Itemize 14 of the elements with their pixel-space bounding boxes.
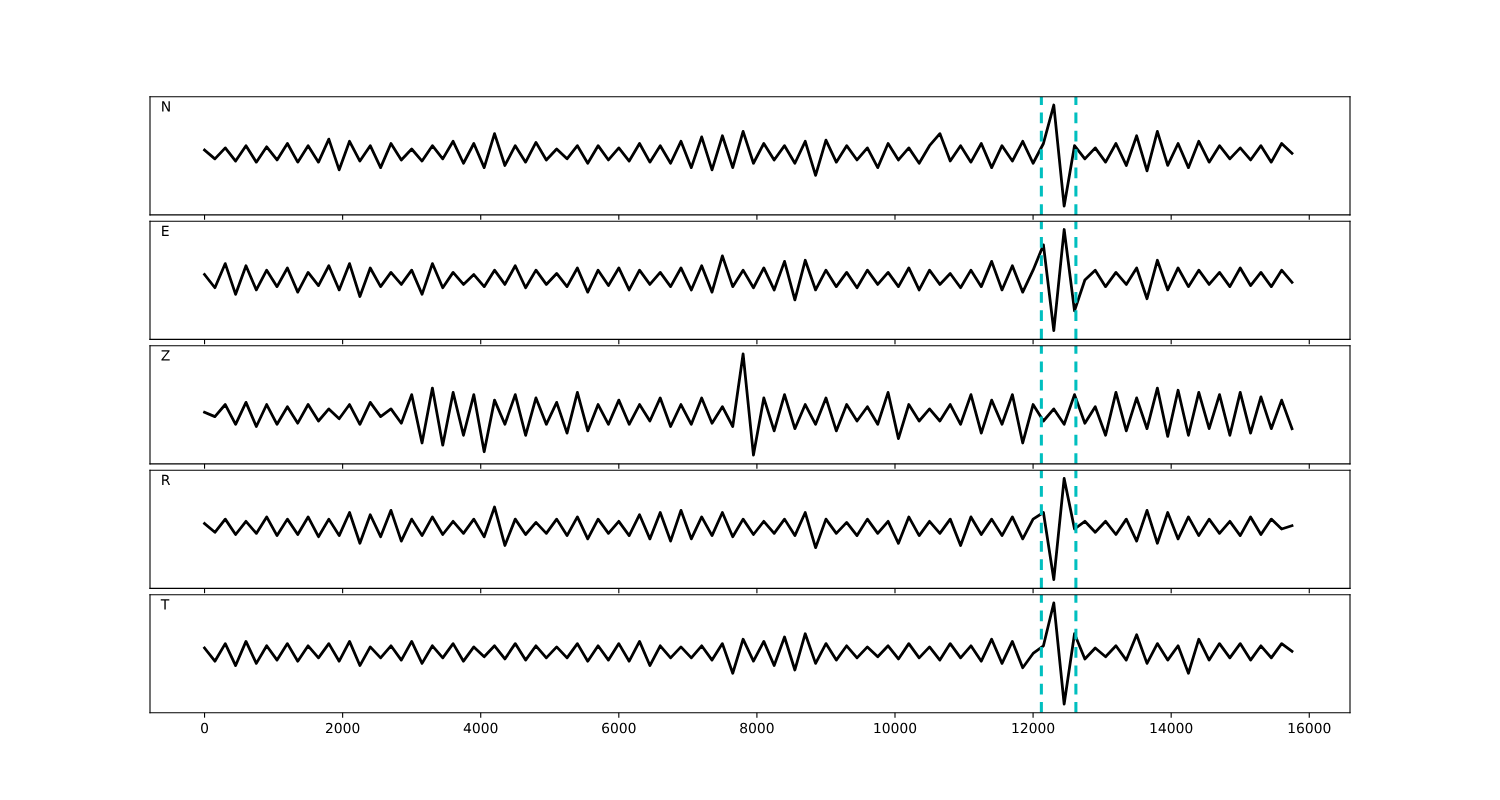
annotation: Z <box>161 350 170 361</box>
x-tick-label: 2000 <box>325 722 360 734</box>
annotation: T <box>160 599 170 610</box>
x-tick-label: 16000 <box>1288 722 1331 734</box>
annotation: N <box>162 101 170 112</box>
x-tick-label: 8000 <box>740 722 774 734</box>
x-tick-label: 4000 <box>463 722 498 734</box>
x-tick-label: 12000 <box>1012 722 1055 734</box>
annotation: E <box>162 225 169 236</box>
x-tick-label: 0 <box>201 722 209 734</box>
x-tick-label: 6000 <box>602 722 636 734</box>
annotation: R <box>162 474 171 485</box>
x-tick-label: 14000 <box>1150 722 1193 734</box>
x-tick-label: 10000 <box>874 722 917 734</box>
